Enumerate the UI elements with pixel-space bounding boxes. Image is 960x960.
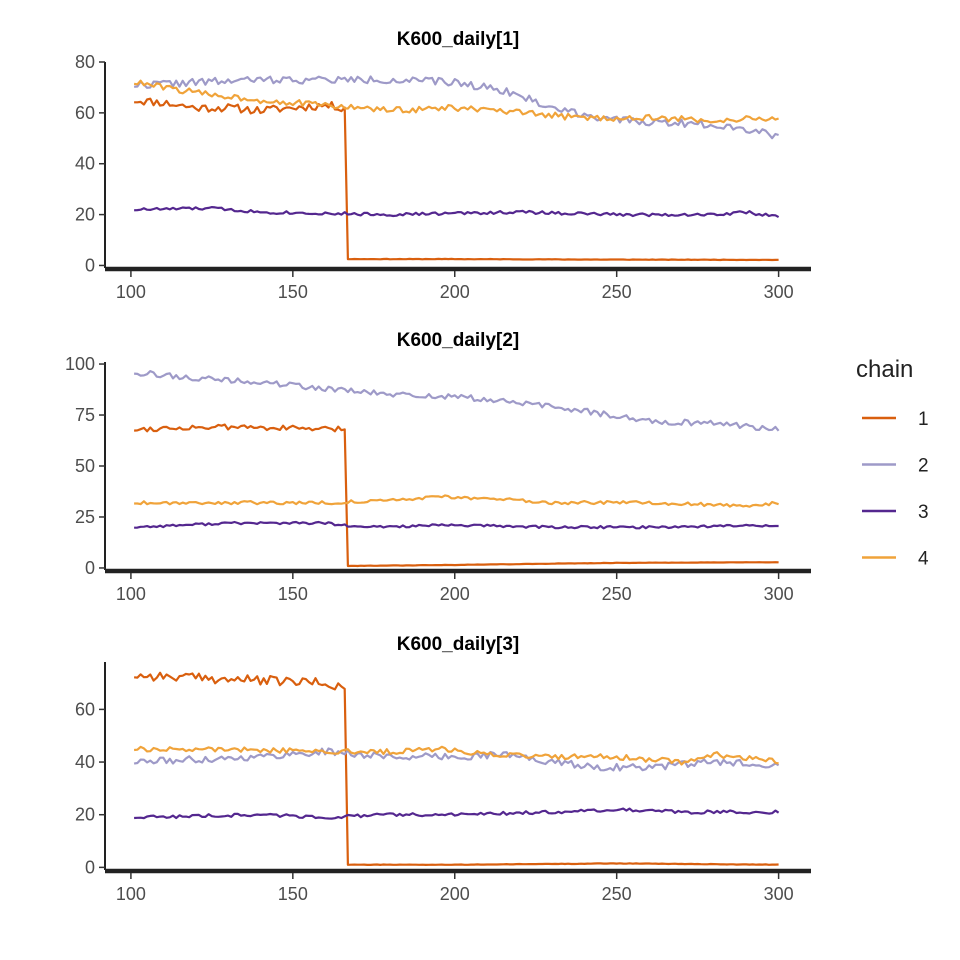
y-tick-label: 60: [75, 103, 95, 123]
x-tick-label: 250: [602, 584, 632, 604]
x-tick-label: 150: [278, 584, 308, 604]
y-tick-label: 0: [85, 857, 95, 877]
y-tick-label: 40: [75, 154, 95, 174]
chain-2-line: [134, 75, 779, 140]
x-tick-label: 200: [440, 282, 470, 302]
x-tick-label: 150: [278, 884, 308, 904]
legend-label: 3: [918, 502, 929, 523]
x-tick-label: 300: [764, 282, 794, 302]
chain-legend: chain 1 2 3 4: [856, 356, 929, 570]
x-tick-label: 100: [116, 584, 146, 604]
panel-1: K600_daily[1] 0 20 40 60 80 100 150 200 250 300: [75, 29, 811, 302]
panel-title: K600_daily[1]: [397, 29, 520, 50]
series-lines: [133, 75, 780, 262]
legend-item-chain-2: 2: [862, 456, 929, 477]
panel-title: K600_daily[3]: [397, 634, 520, 655]
x-tick-label: 150: [278, 282, 308, 302]
chain-1-line: [134, 97, 779, 262]
chain-3-line: [134, 807, 780, 820]
chain-4-line: [134, 494, 779, 508]
y-tick-label: 0: [85, 255, 95, 275]
chain-4-line: [133, 79, 779, 124]
y-tick-label: 75: [75, 405, 95, 425]
chain-2-line: [133, 747, 780, 772]
legend-title: chain: [856, 356, 913, 383]
panel-2: K600_daily[2] 0 25 50 75 100 100 150 200 250 300: [65, 330, 811, 604]
panel-title: K600_daily[2]: [397, 330, 520, 351]
series-lines: [133, 671, 780, 867]
chain-3-line: [134, 520, 779, 530]
x-tick-label: 100: [116, 282, 146, 302]
chain-1-line: [134, 423, 779, 568]
y-tick-label: 25: [75, 507, 95, 527]
legend-item-chain-1: 1: [862, 409, 929, 430]
panel-3: K600_daily[3] 0 20 40 60 100 150 200 250 300: [75, 634, 811, 904]
series-lines: [134, 370, 780, 568]
legend-item-chain-3: 3: [862, 502, 929, 523]
legend-label: 1: [918, 409, 929, 430]
y-tick-label: 100: [65, 354, 95, 374]
x-tick-label: 250: [602, 282, 632, 302]
y-tick-label: 60: [75, 699, 95, 719]
x-tick-label: 100: [116, 884, 146, 904]
chain-3-line: [134, 206, 780, 219]
x-tick-label: 200: [440, 584, 470, 604]
chain-2-line: [134, 370, 780, 432]
legend-items: 1 2 3 4: [862, 409, 929, 570]
y-tick-label: 20: [75, 805, 95, 825]
x-tick-label: 200: [440, 884, 470, 904]
y-tick-label: 40: [75, 752, 95, 772]
y-tick-label: 20: [75, 205, 95, 225]
y-tick-label: 0: [85, 558, 95, 578]
legend-item-chain-4: 4: [862, 549, 929, 570]
x-tick-label: 300: [764, 884, 794, 904]
y-tick-label: 50: [75, 456, 95, 476]
legend-label: 2: [918, 456, 929, 477]
x-tick-label: 250: [602, 884, 632, 904]
chain-1-line: [134, 671, 779, 867]
x-tick-label: 300: [764, 584, 794, 604]
chain-4-line: [134, 745, 779, 766]
legend-label: 4: [918, 549, 929, 570]
y-tick-label: 80: [75, 52, 95, 72]
